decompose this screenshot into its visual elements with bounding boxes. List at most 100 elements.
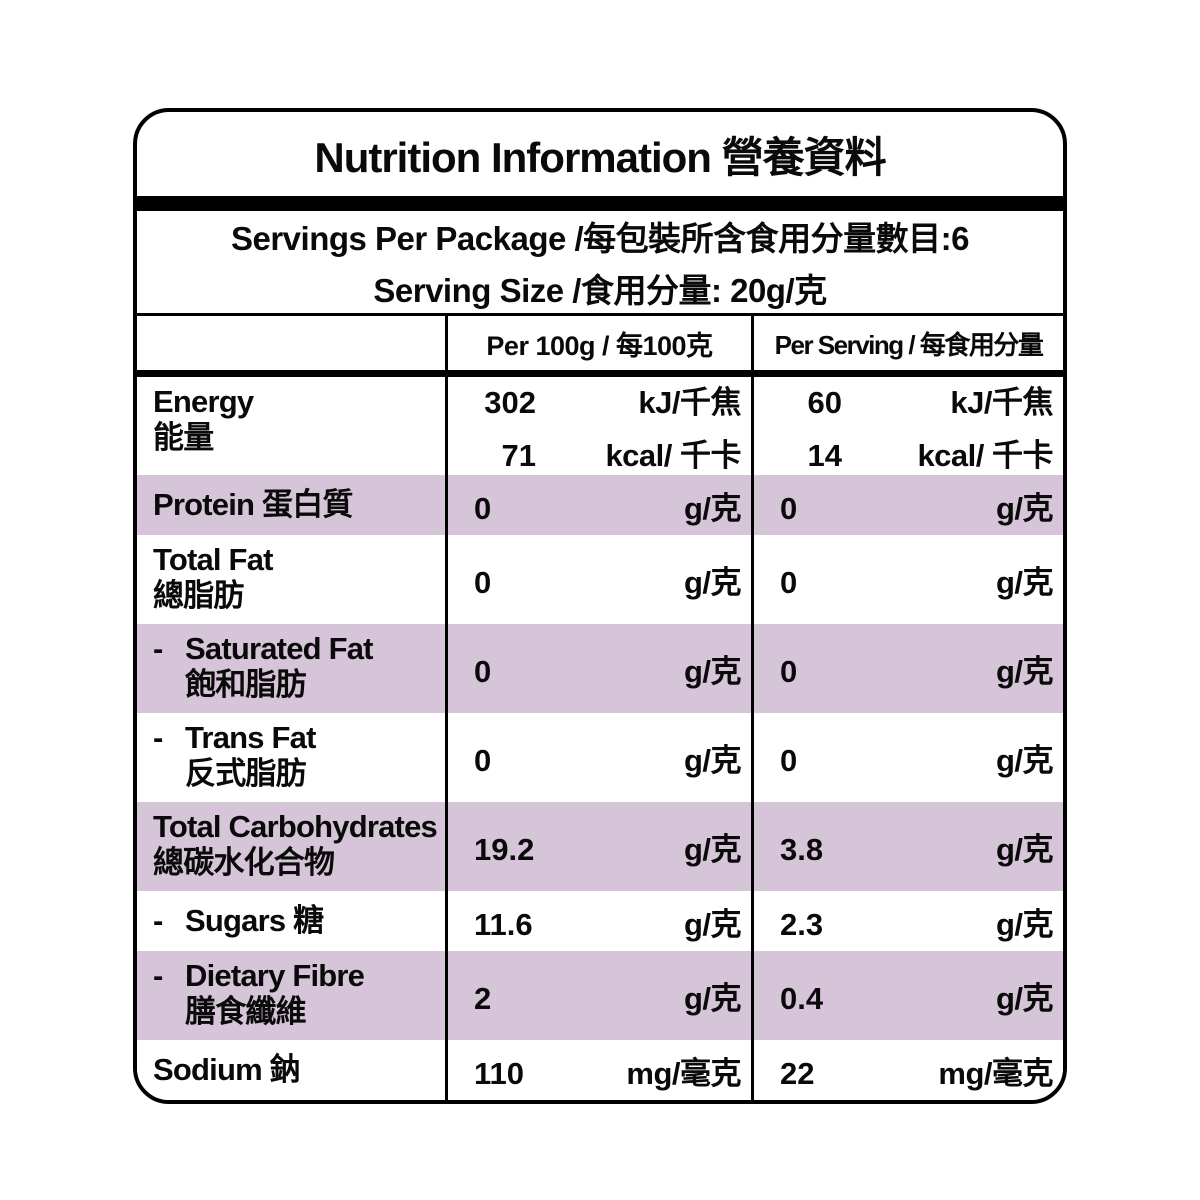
value-number: 0 — [780, 743, 798, 778]
row-label-text: Sodium 鈉 — [153, 1052, 301, 1088]
row-label-cell: - Dietary Fibre 膳食纖維 — [137, 951, 445, 1040]
value-line: 302 kJ/千焦 — [448, 377, 751, 422]
value-line: 60 kJ/千焦 — [754, 377, 1063, 422]
row-label-cell: Total Fat 總脂肪 — [137, 535, 445, 624]
value-number: 60 — [807, 385, 842, 420]
value-cell-per-serving: 60 kJ/千焦 14 kcal/ 千卡 — [751, 377, 1063, 475]
row-label-text: Energy 能量 — [153, 384, 254, 456]
value-cell-per-100g: 19.2 g/克 — [445, 802, 751, 891]
row-label-text: Total Fat 總脂肪 — [153, 542, 273, 614]
dash-prefix: - — [153, 958, 163, 993]
row-label-text: Dietary Fibre 膳食纖維 — [185, 958, 365, 1030]
value-unit: g/克 — [995, 654, 1054, 689]
header-cell-empty — [137, 316, 445, 370]
table-row: - Saturated Fat 飽和脂肪 0 g/克 0 g/克 — [137, 624, 1063, 713]
serving-info-section: Servings Per Package /每包裝所含食用分量數目:6 Serv… — [137, 211, 1063, 313]
value-unit: g/克 — [995, 981, 1054, 1016]
value-number: 0 — [474, 743, 492, 778]
value-unit: g/克 — [995, 832, 1054, 867]
value-line: 2 g/克 — [448, 973, 751, 1018]
servings-per-package-text: Servings Per Package /每包裝所含食用分量數目:6 — [230, 220, 970, 257]
value-line: 11.6 g/克 — [448, 899, 751, 944]
row-label-line-en: Trans Fat — [185, 720, 316, 755]
value-number: 0 — [474, 654, 492, 689]
value-number: 19.2 — [474, 832, 535, 867]
value-cell-per-100g: 110 mg/毫克 — [445, 1040, 751, 1100]
title-divider-bar — [137, 196, 1063, 211]
value-number: 302 — [484, 385, 536, 420]
value-unit: mg/毫克 — [626, 1055, 741, 1091]
value-number: 14 — [807, 438, 842, 473]
value-unit: g/克 — [683, 832, 742, 867]
nutrition-label: Nutrition Information 營養資料 Servings Per … — [133, 108, 1067, 1104]
row-label-line-zh: 反式脂肪 — [185, 755, 307, 791]
row-label-line-zh: 總碳水化合物 — [153, 844, 335, 880]
value-number: 2.3 — [780, 906, 824, 942]
value-number: 11.6 — [474, 906, 533, 942]
dash-prefix: - — [153, 720, 163, 755]
value-number: 110 — [474, 1055, 525, 1091]
value-unit: kcal/ 千卡 — [917, 438, 1053, 473]
table-row: Energy 能量 302 kJ/千焦 71 kcal/ 千卡 60 kJ/千焦 14 kcal/… — [137, 377, 1063, 475]
dash-prefix: - — [153, 903, 163, 939]
row-label-line-zh: 總脂肪 — [153, 577, 244, 613]
dash-prefix: - — [153, 631, 163, 666]
row-label-line-en: Sugars 糖 — [185, 903, 324, 939]
row-label-cell: - Trans Fat 反式脂肪 — [137, 713, 445, 802]
row-label-cell: Energy 能量 — [137, 377, 445, 475]
row-label-line-en: Protein 蛋白質 — [153, 487, 353, 523]
value-line: 110 mg/毫克 — [448, 1048, 751, 1093]
row-label-text: Protein 蛋白質 — [153, 487, 353, 523]
value-line: 0 g/克 — [448, 735, 751, 780]
row-label-line-zh: 膳食纖維 — [185, 993, 307, 1029]
nutrition-table: Per 100g / 每100克 Per Serving / 每食用分量 Ene… — [137, 313, 1063, 1100]
value-cell-per-serving: 0 g/克 — [751, 713, 1063, 802]
value-cell-per-serving: 3.8 g/克 — [751, 802, 1063, 891]
value-unit: g/克 — [683, 981, 742, 1016]
table-row: Total Carbohydrates 總碳水化合物 19.2 g/克 3.8 g/克 — [137, 802, 1063, 891]
table-row: - Trans Fat 反式脂肪 0 g/克 0 g/克 — [137, 713, 1063, 802]
value-number: 0 — [474, 490, 492, 526]
value-number: 3.8 — [780, 832, 824, 867]
row-label-text: Trans Fat 反式脂肪 — [185, 720, 316, 792]
value-line: 0 g/克 — [754, 557, 1063, 602]
value-unit: g/克 — [995, 490, 1054, 526]
row-label-cell: - Saturated Fat 飽和脂肪 — [137, 624, 445, 713]
value-number: 71 — [501, 438, 536, 473]
row-label-text: Sugars 糖 — [185, 903, 324, 939]
value-number: 0.4 — [780, 981, 824, 1016]
row-label-cell: Sodium 鈉 — [137, 1040, 445, 1100]
value-line: 71 kcal/ 千卡 — [448, 430, 751, 475]
value-cell-per-100g: 0 g/克 — [445, 535, 751, 624]
row-label-line-en: Sodium 鈉 — [153, 1052, 301, 1088]
table-row: Protein 蛋白質 0 g/克 0 g/克 — [137, 475, 1063, 535]
value-line: 0 g/克 — [448, 483, 751, 528]
row-label-line-en: Total Carbohydrates — [153, 809, 438, 844]
row-label-line-zh: 能量 — [153, 419, 214, 455]
value-unit: g/克 — [995, 743, 1054, 778]
value-line: 22 mg/毫克 — [754, 1048, 1063, 1093]
serving-size-text: Serving Size /食用分量: 20g/克 — [373, 272, 827, 309]
value-cell-per-100g: 2 g/克 — [445, 951, 751, 1040]
value-unit: g/克 — [995, 565, 1054, 600]
row-label-line-en: Saturated Fat — [185, 631, 374, 666]
table-body: Energy 能量 302 kJ/千焦 71 kcal/ 千卡 60 kJ/千焦 14 kcal/… — [137, 377, 1063, 1100]
value-cell-per-100g: 0 g/克 — [445, 713, 751, 802]
value-number: 22 — [780, 1055, 815, 1091]
page-title: Nutrition Information 營養資料 — [314, 133, 886, 181]
table-row: Total Fat 總脂肪 0 g/克 0 g/克 — [137, 535, 1063, 624]
row-label-cell: - Sugars 糖 — [137, 891, 445, 951]
value-cell-per-100g: 302 kJ/千焦 71 kcal/ 千卡 — [445, 377, 751, 475]
value-number: 0 — [780, 490, 798, 526]
row-label-cell: Protein 蛋白質 — [137, 475, 445, 535]
value-unit: g/克 — [683, 743, 742, 778]
value-cell-per-serving: 22 mg/毫克 — [751, 1040, 1063, 1100]
table-row: - Dietary Fibre 膳食纖維 2 g/克 0.4 g/克 — [137, 951, 1063, 1040]
value-cell-per-100g: 11.6 g/克 — [445, 891, 751, 951]
value-unit: g/克 — [995, 906, 1054, 942]
value-line: 0.4 g/克 — [754, 973, 1063, 1018]
value-number: 0 — [780, 654, 798, 689]
value-unit: g/克 — [683, 490, 742, 526]
value-unit: mg/毫克 — [938, 1055, 1053, 1091]
value-line: 0 g/克 — [754, 646, 1063, 691]
